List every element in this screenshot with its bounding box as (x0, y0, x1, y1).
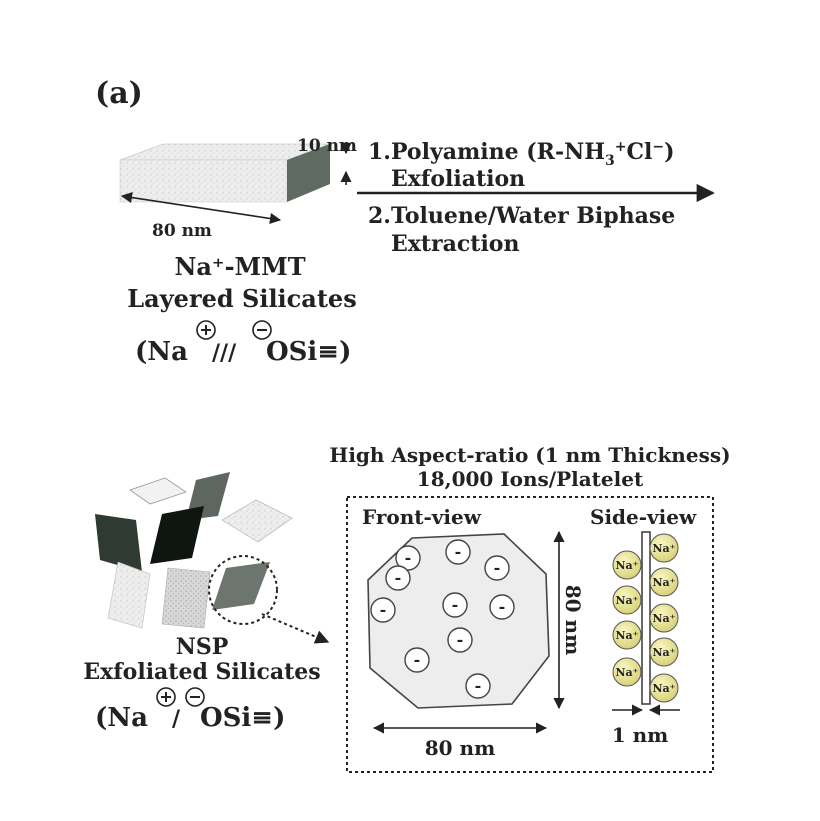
anion-label: - (455, 542, 462, 561)
anion-mark (445, 539, 471, 565)
anion-label: - (395, 568, 402, 587)
cation-mark (649, 567, 679, 597)
mmt-width-label: 80 nm (152, 221, 212, 241)
side-thickness-label: 1 nm (612, 723, 669, 747)
anion-label: - (380, 600, 387, 619)
anion-mark (385, 565, 411, 591)
cation-label: Na⁺ (653, 576, 676, 589)
nsp-formula-sep: / (172, 706, 181, 732)
nsp-formula: (Na / OSi≡) (95, 687, 285, 733)
anion-label: - (457, 630, 464, 649)
cation-label: Na⁺ (653, 682, 676, 695)
mmt-formula-sep: /// (212, 340, 237, 366)
step2-line2: Extraction (391, 231, 519, 257)
anion-mark (404, 647, 430, 673)
front-height-label: 80 nm (561, 585, 585, 656)
detail-title-line1: High Aspect-ratio (1 nm Thickness) (329, 443, 730, 467)
anion-mark (489, 594, 515, 620)
cation-label: Na⁺ (616, 594, 639, 607)
minus-charge-icon (252, 320, 272, 340)
side-view-platelet (641, 531, 651, 705)
anion-mark (370, 597, 396, 623)
cation-mark (612, 657, 642, 687)
nsp-formula-end: OSi≡) (200, 703, 285, 733)
cation-mark (612, 550, 642, 580)
front-width-label: 80 nm (425, 736, 496, 760)
anion-mark (484, 555, 510, 581)
svg-text:1.Polyamine (R-NH3+Cl−): 1.Polyamine (R-NH3+Cl−) (368, 139, 675, 169)
anion-label: - (499, 597, 506, 616)
cation-label: Na⁺ (653, 612, 676, 625)
step1-sub: 3 (605, 153, 615, 169)
process-step-1: 1.Polyamine (R-NH3+Cl−) Exfoliation (368, 139, 675, 192)
anion-label: - (494, 558, 501, 577)
zoom-circle (208, 555, 278, 625)
mmt-name: Na⁺-MMT (174, 252, 305, 281)
zoom-arrow (261, 613, 330, 644)
anion-label: - (405, 548, 412, 567)
nsp-formula-open: (Na (95, 703, 148, 733)
step1-mid: Cl (626, 139, 652, 165)
process-step-2: 2.Toluene/Water Biphase Extraction (368, 203, 675, 257)
mmt-block (119, 143, 331, 203)
step1-end: ) (664, 139, 674, 165)
mmt-thickness-label: 10 nm (297, 136, 357, 156)
anion-group: - --- - ----- (370, 539, 515, 699)
panel-label: (a) (95, 76, 143, 111)
cation-mark (612, 620, 642, 650)
cation-mark (612, 585, 642, 615)
cation-label: Na⁺ (616, 559, 639, 572)
anion-mark (465, 673, 491, 699)
cation-label: Na⁺ (616, 666, 639, 679)
mmt-formula-end: OSi≡) (266, 337, 351, 367)
anion-label: - (452, 595, 459, 614)
anion-mark (442, 592, 468, 618)
step2-line1: 2.Toluene/Water Biphase (368, 203, 675, 229)
cation-label: Na⁺ (653, 542, 676, 555)
front-view-label: Front-view (362, 505, 482, 529)
plus-charge-icon (156, 687, 176, 707)
anion-mark (447, 627, 473, 653)
detail-title-line2: 18,000 Ions/Platelet (417, 467, 644, 491)
cation-mark (649, 603, 679, 633)
mmt-subtitle: Layered Silicates (127, 284, 356, 313)
anion-label: - (475, 676, 482, 695)
minus-charge-icon (185, 687, 205, 707)
mmt-formula: (Na /// OSi≡) (135, 320, 351, 367)
step1-prefix: 1.Polyamine (R-NH (368, 139, 605, 165)
exfoliated-platelets (95, 472, 293, 629)
cation-mark (649, 673, 679, 703)
plus-charge-icon (196, 320, 216, 340)
nsp-subtitle: Exfoliated Silicates (83, 659, 320, 685)
anion-label: - (414, 650, 421, 669)
cation-mark (649, 637, 679, 667)
cation-group: Na⁺ Na⁺ Na⁺ Na⁺ Na⁺ Na⁺ Na⁺ Na⁺ Na⁺ (612, 533, 679, 703)
side-view-label: Side-view (590, 505, 697, 529)
nsp-name: NSP (176, 634, 229, 660)
mmt-width-arrow (120, 191, 282, 225)
detail-box (346, 496, 714, 773)
step1-line2: Exfoliation (391, 166, 525, 192)
cation-label: Na⁺ (616, 629, 639, 642)
anion-mark (395, 545, 421, 571)
mmt-formula-open: (Na (135, 337, 188, 367)
cation-label: Na⁺ (653, 646, 676, 659)
cation-mark (649, 533, 679, 563)
